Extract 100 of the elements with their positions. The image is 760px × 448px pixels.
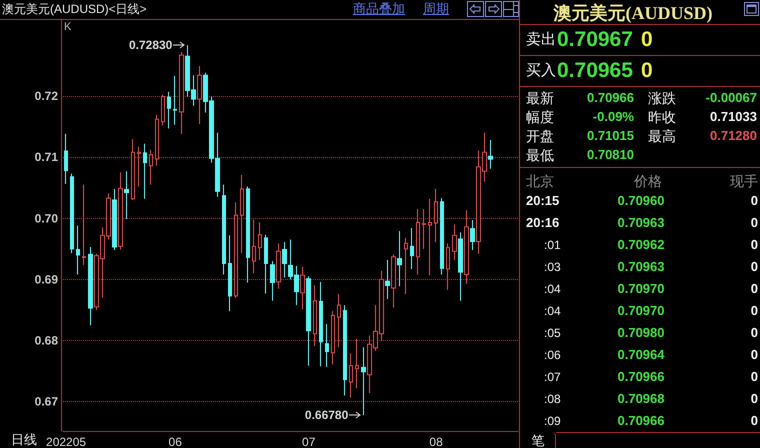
text: :07: [544, 370, 561, 384]
annotation: 0.66780: [304, 408, 348, 422]
candlestick: [331, 310, 335, 365]
text: 0.70810: [587, 147, 634, 164]
text: 0.71033: [710, 109, 757, 126]
candlestick: [246, 186, 250, 283]
candlestick: [88, 246, 93, 326]
y-tick-label: 0.68: [34, 334, 58, 348]
candlestick: [264, 234, 268, 294]
candlestick: [179, 52, 184, 134]
candlestick: [452, 224, 457, 260]
candlestick: [422, 208, 426, 250]
candlestick: [252, 219, 256, 274]
text: 0: [750, 193, 758, 210]
candlestick: [137, 146, 141, 187]
text: 笔: [532, 433, 544, 448]
candlestick: [355, 338, 359, 389]
annotation: 0.72830: [128, 38, 172, 52]
text: 0: [750, 391, 758, 408]
candlestick: [112, 188, 117, 251]
text: 0.70970: [618, 281, 664, 298]
candlestick: [349, 352, 353, 398]
candlestick: [319, 281, 323, 367]
text: 0.70960: [618, 193, 664, 210]
candlestick: [306, 276, 311, 366]
candlestick: [343, 304, 347, 396]
text: 0: [750, 215, 758, 232]
text: 周期: [423, 1, 449, 18]
candlestick: [131, 138, 135, 200]
candlestick: [167, 91, 171, 129]
text: 最新: [526, 90, 554, 107]
candlestick: [240, 174, 244, 254]
text: :05: [544, 326, 561, 340]
y-tick-label: 0.72: [34, 89, 58, 104]
text: 0.70966: [587, 90, 634, 106]
text: :08: [544, 392, 561, 406]
text: 0: [750, 303, 758, 320]
text: 买入: [526, 62, 556, 80]
text: 商品叠加: [353, 1, 405, 18]
candlestick: [428, 198, 432, 276]
candlestick: [470, 220, 475, 251]
text: -0.09%: [592, 109, 634, 126]
candlestick: [361, 346, 366, 416]
text: :01: [544, 238, 561, 252]
candlestick: [464, 210, 469, 284]
text: 0.70966: [618, 413, 664, 430]
candlestick: [173, 75, 177, 126]
text: 20:15: [526, 193, 560, 210]
text: :04: [544, 282, 561, 296]
text: 0.70964: [618, 347, 664, 364]
text: 0: [641, 27, 653, 52]
text: 0.70965: [557, 58, 633, 84]
text: 最低: [526, 146, 554, 164]
candlestick: [228, 234, 232, 312]
text: -0.00067: [706, 90, 757, 106]
candlestick: [276, 242, 281, 290]
candlestick: [282, 242, 287, 278]
x-tick-label: 06: [168, 435, 182, 448]
x-tick-label: 202205: [46, 435, 86, 448]
candlestick: [270, 260, 275, 302]
candlestick: [234, 202, 238, 298]
text: 卖出: [526, 31, 556, 49]
text: 20:16: [526, 215, 560, 232]
text: 0.71280: [710, 128, 757, 144]
y-tick-label: 0.69: [34, 272, 58, 286]
candlestick: [118, 172, 123, 250]
candlestick: [124, 170, 129, 220]
annotation: K: [64, 21, 72, 34]
text: 0: [750, 347, 758, 364]
text: 0.70970: [618, 303, 664, 320]
text: 0.70963: [618, 259, 664, 276]
candlestick: [385, 259, 390, 300]
candlestick: [313, 285, 317, 347]
candlestick: [155, 114, 159, 166]
text: 0: [750, 369, 758, 386]
text: 0.70980: [618, 325, 664, 342]
candlestick: [70, 173, 74, 254]
candlestick: [76, 225, 80, 276]
text: 0.70962: [618, 237, 664, 254]
candlestick: [197, 66, 202, 125]
text: 幅度: [526, 108, 554, 126]
candlestick: [64, 133, 68, 185]
candlestick: [458, 232, 463, 302]
candlestick: [397, 230, 402, 287]
candlestick: [446, 242, 450, 290]
text: :03: [544, 260, 561, 274]
text: 0.70968: [618, 391, 664, 408]
text: 0: [750, 413, 758, 430]
text: 0: [750, 325, 758, 342]
candlestick: [325, 324, 329, 368]
text: :06: [544, 348, 561, 362]
candlestick: [300, 266, 305, 310]
x-tick-label: 08: [429, 435, 444, 448]
candlestick: [143, 143, 147, 200]
candlestick: [488, 140, 493, 170]
x-tick-label: 07: [302, 435, 316, 448]
candlestick: [258, 222, 262, 260]
text: :04: [544, 304, 561, 318]
candlestick: [410, 228, 414, 270]
text: :09: [544, 414, 561, 428]
